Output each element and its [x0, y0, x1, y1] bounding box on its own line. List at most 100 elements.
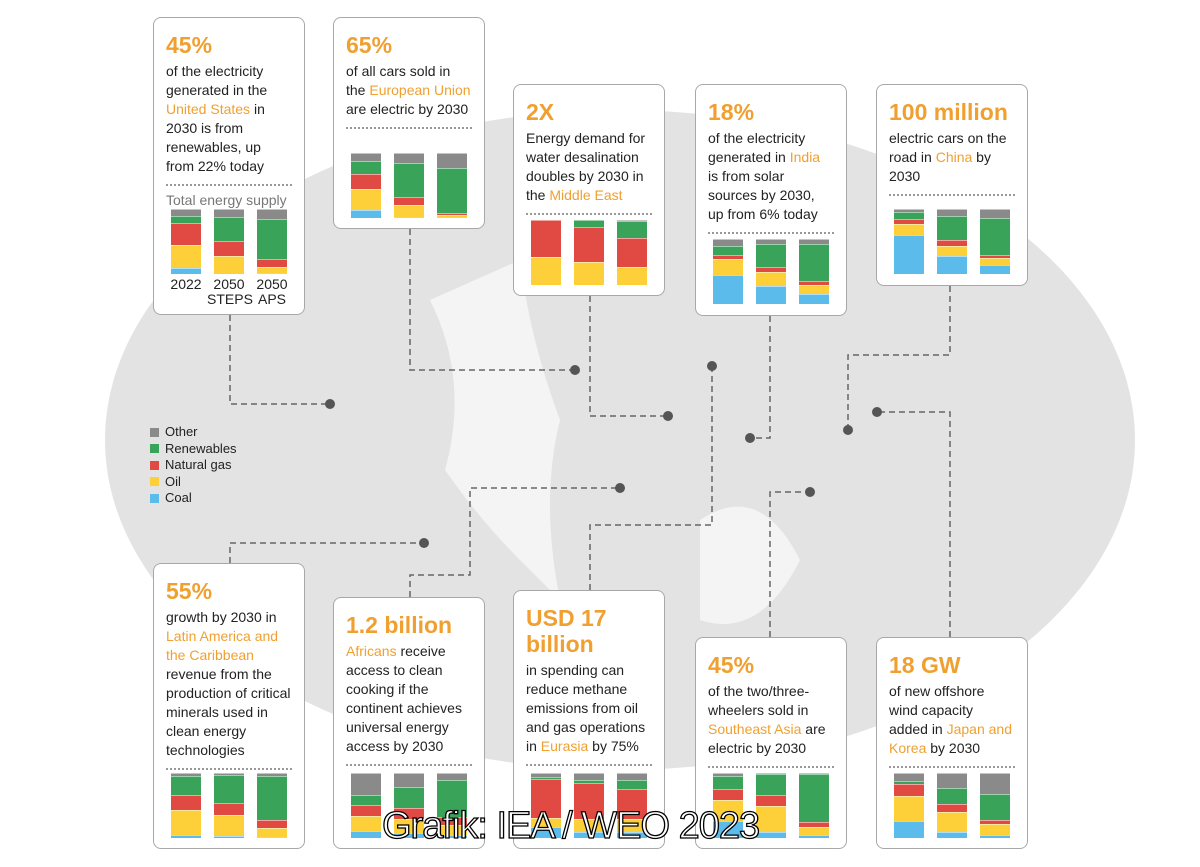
bar-segment-oil	[257, 827, 287, 837]
bar-segment-other	[799, 239, 829, 244]
bar-segment-oil	[756, 272, 786, 286]
bar-segment-coal	[937, 255, 967, 274]
description-text: in spending can reduce methane emissions…	[526, 662, 646, 754]
legend-label: Oil	[165, 473, 181, 489]
bar	[980, 773, 1010, 838]
bar	[574, 773, 604, 838]
stat-description: of new offshore wind capacity added in J…	[889, 682, 1015, 758]
bar-segment-renewables	[894, 212, 924, 219]
bar-segment-coal	[437, 216, 467, 218]
bar-segment-oil	[574, 818, 604, 832]
bar-segment-oil	[756, 805, 786, 832]
bar-segment-other	[713, 239, 743, 247]
x-tick-label: 2022	[170, 276, 202, 292]
description-text: by 75%	[588, 738, 639, 754]
dotted-divider	[346, 764, 472, 766]
stat-headline: 45%	[166, 32, 213, 58]
bar-segment-other	[394, 773, 424, 788]
bar-segment-other	[171, 773, 201, 777]
stat-description: in spending can reduce methane emissions…	[526, 661, 652, 756]
bar-segment-other	[351, 773, 381, 796]
bar-segment-natural-gas	[980, 820, 1010, 824]
bar	[531, 773, 561, 838]
connector-line	[847, 286, 951, 430]
bar-segment-natural-gas	[257, 820, 287, 828]
bar	[980, 209, 1010, 274]
dotted-divider	[526, 213, 652, 215]
bar-segment-renewables	[980, 793, 1010, 821]
bar-segment-other	[937, 209, 967, 217]
bar-segment-natural-gas	[713, 788, 743, 801]
stat-card: 45% of the electricity generated in the U…	[153, 17, 305, 315]
x-tick-label: 2050 APS	[256, 276, 288, 307]
bar-segment-coal	[980, 834, 1010, 838]
dotted-divider	[708, 766, 834, 768]
bar-segment-oil	[574, 262, 604, 285]
description-text: revenue from the production of critical …	[166, 666, 291, 758]
bar-segment-oil	[617, 267, 647, 285]
bar-segment-renewables	[799, 243, 829, 282]
description-text: Energy demand for water desalination dou…	[526, 130, 646, 203]
stat-description: of the two/three-wheelers sold in Southe…	[708, 682, 834, 758]
bar-segment-other	[980, 209, 1010, 219]
bar-segment-oil	[617, 818, 647, 833]
stat-description: of the electricity generated in India is…	[708, 129, 834, 224]
description-text: of the electricity generated in	[708, 130, 806, 165]
bar-segment-oil	[171, 810, 201, 836]
bar-segment-oil	[713, 800, 743, 822]
stat-headline: 100 million	[889, 99, 1008, 125]
bar: 2050 STEPS	[207, 209, 253, 307]
connector-line	[229, 542, 424, 563]
bar-segment-coal	[257, 837, 287, 838]
bar	[531, 220, 561, 285]
bar-segment-renewables	[574, 220, 604, 227]
stat-description: Energy demand for water desalination dou…	[526, 129, 652, 205]
region-highlight: European Union	[369, 82, 471, 98]
bar-segment-oil	[980, 823, 1010, 835]
bar-segment-other	[980, 773, 1010, 794]
bar	[799, 773, 829, 838]
bar-segment-renewables	[713, 246, 743, 256]
location-dot	[325, 399, 335, 409]
bar-segment-natural-gas	[437, 213, 467, 215]
region-highlight: Latin America and the Caribbean	[166, 628, 279, 663]
bar-segment-other	[799, 773, 829, 775]
region-highlight: Southeast Asia	[708, 721, 802, 737]
stat-description: growth by 2030 in Latin America and the …	[166, 608, 292, 760]
bar-segment-oil	[894, 796, 924, 822]
bar-segment-other	[574, 773, 604, 781]
stacked-bar-chart: 2022 2050 STEPS 2050 APS	[168, 209, 292, 307]
bar-segment-coal	[171, 835, 201, 838]
description-text: receive access to clean cooking if the c…	[346, 643, 462, 754]
bar-segment-other	[214, 773, 244, 775]
bar-segment-coal	[617, 832, 647, 838]
description-text: by 2030	[889, 149, 991, 184]
connector-lines	[229, 229, 951, 637]
bar-segment-renewables	[214, 774, 244, 803]
bar-segment-oil	[257, 267, 287, 273]
ocean-atlantic	[430, 260, 560, 600]
connector-line	[877, 411, 951, 637]
bar-segment-coal	[257, 273, 287, 274]
bar-segment-renewables	[531, 776, 561, 779]
stat-headline: 18%	[708, 99, 755, 125]
legend-label: Coal	[165, 490, 192, 505]
bar-segment-renewables	[171, 215, 201, 223]
stat-headline: 55%	[166, 578, 213, 604]
bar-segment-oil	[937, 812, 967, 833]
bar-segment-natural-gas	[214, 802, 244, 816]
legend-label: Natural gas	[165, 457, 232, 472]
stat-card: USD 17 billion in spending can reduce met…	[513, 590, 665, 849]
legend: Other Renewables Natural gas Oil Coal	[150, 424, 237, 507]
bar-segment-renewables	[171, 776, 201, 796]
bar-segment-other	[257, 209, 287, 220]
bar-segment-oil	[351, 815, 381, 831]
bar-segment-other	[437, 773, 467, 780]
bar-segment-natural-gas	[894, 784, 924, 797]
bar-segment-coal	[713, 821, 743, 838]
bar-segment-other	[531, 773, 561, 777]
bar-segment-coal	[214, 836, 244, 838]
dotted-divider	[166, 768, 292, 770]
bar-segment-natural-gas	[617, 238, 647, 268]
